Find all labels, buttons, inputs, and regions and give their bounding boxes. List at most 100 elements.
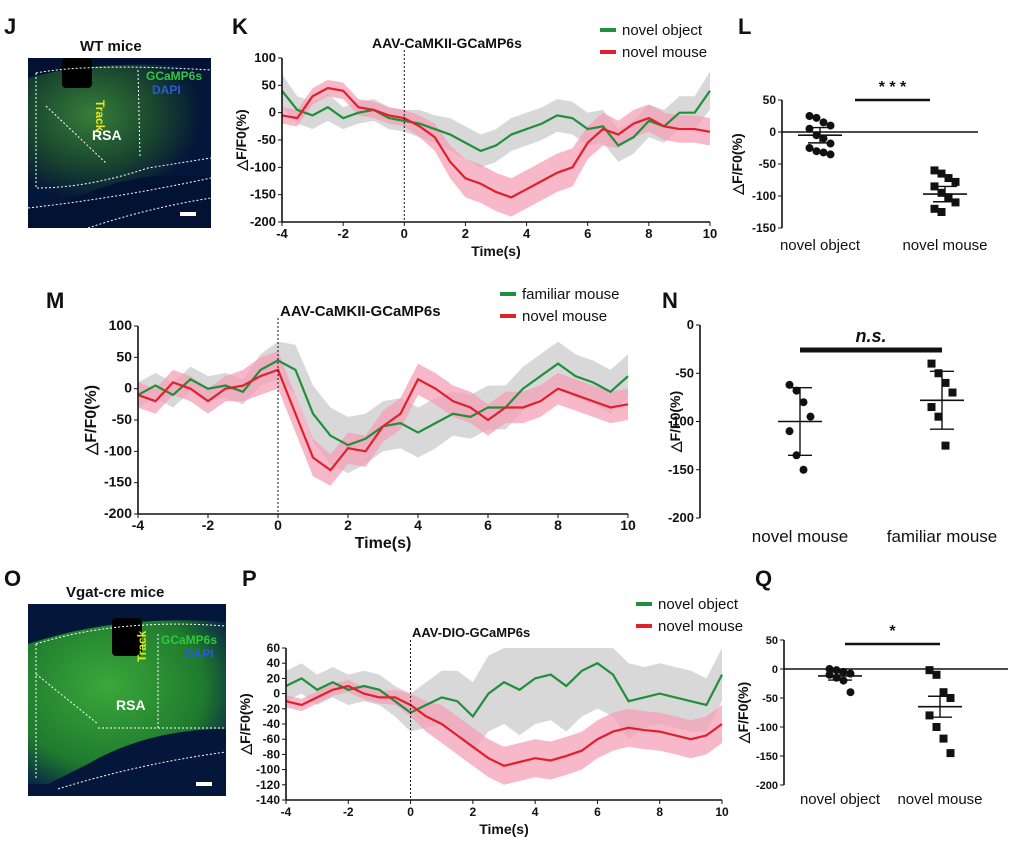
chart-m-x-tick-label: 6 xyxy=(484,517,492,533)
chart-q-category-label: novel mouse xyxy=(897,791,982,808)
chart-q-y-tick-label: -150 xyxy=(756,751,778,763)
chart-q-point xyxy=(939,688,948,697)
panel-letter-p: P xyxy=(242,566,257,591)
chart-k-y-tick-label: 50 xyxy=(262,77,276,92)
chart-n-point xyxy=(792,451,801,460)
chart-m-y-tick-label: 50 xyxy=(116,348,132,364)
micrograph-o-dapi: DAPI xyxy=(185,647,214,661)
chart-p-y-tick-label: -120 xyxy=(256,778,280,792)
chart-m-x-tick-label: 2 xyxy=(344,517,352,533)
chart-n-significance-label: n.s. xyxy=(855,326,886,346)
micrograph-o: Track GCaMP6s DAPI RSA xyxy=(28,604,226,796)
chart-k-x-tick-label: 2 xyxy=(462,226,469,241)
chart-q-point xyxy=(839,667,848,676)
chart-q-point xyxy=(846,688,855,697)
chart-k-y-tick-label: -100 xyxy=(250,159,276,174)
chart-k-line-novel-mouse xyxy=(281,86,711,199)
micrograph-j-region: RSA xyxy=(92,127,122,143)
chart-m-x-tick-label: 4 xyxy=(414,517,422,533)
chart-l-point xyxy=(944,193,953,202)
chart-m-y-tick-label: -150 xyxy=(104,474,132,490)
chart-k-x-tick-label: 10 xyxy=(703,226,717,241)
chart-p-y-tick-label: 40 xyxy=(267,656,281,670)
chart-k-y-tick-label: 0 xyxy=(269,105,276,120)
chart-l-point xyxy=(805,124,814,133)
chart-m-y-tick-label: -200 xyxy=(104,505,132,521)
chart-q-y-tick-label: -100 xyxy=(756,722,778,734)
micrograph-j-dapi: DAPI xyxy=(152,83,181,97)
chart-p-x-tick-label: 4 xyxy=(532,805,539,819)
chart-k-x-tick-label: 6 xyxy=(584,226,591,241)
chart-q-category-label: novel object xyxy=(800,791,881,808)
chart-p-y-tick-label: 0 xyxy=(273,687,280,701)
chart-k-y-tick-label: -200 xyxy=(250,214,276,229)
panel-letter-k: K xyxy=(232,14,248,39)
micrograph-o-region: RSA xyxy=(116,697,146,713)
chart-n-y-label: △F/F0(%) xyxy=(667,391,683,453)
chart-p-y-tick-label: 20 xyxy=(267,671,281,685)
chart-l-point xyxy=(805,144,814,152)
chart-m-line-novel-mouse xyxy=(137,368,629,472)
chart-n-y-tick-label: -200 xyxy=(668,510,694,525)
chart-l-point xyxy=(930,182,939,191)
chart-p-x-tick-label: 8 xyxy=(656,805,663,819)
chart-p-x-tick-label: 2 xyxy=(470,805,477,819)
chart-p-y-label: △F/F0(%) xyxy=(237,693,253,755)
chart-p-x-tick-label: 6 xyxy=(594,805,601,819)
chart-p-line-novel-object xyxy=(285,661,723,719)
chart-l-point xyxy=(819,148,828,157)
chart-q-point xyxy=(925,711,934,720)
chart-k-legend-label: novel object xyxy=(622,22,703,39)
chart-n-y-tick-label: -150 xyxy=(668,462,694,477)
chart-k-x-tick-label: -2 xyxy=(337,226,349,241)
chart-n-category-label: novel mouse xyxy=(752,527,848,546)
chart-k-y-tick-label: -150 xyxy=(250,187,276,202)
chart-l-point xyxy=(812,147,821,156)
chart-k-x-label: Time(s) xyxy=(471,243,521,259)
chart-m-y-tick-label: -100 xyxy=(104,442,132,458)
chart-n-category-label: familiar mouse xyxy=(887,527,998,546)
micrograph-j-track: Track xyxy=(93,100,107,132)
chart-k-x-tick-label: 0 xyxy=(401,226,408,241)
chart-q-point xyxy=(946,749,955,758)
chart-l-point xyxy=(819,134,828,143)
chart-l-category-label: novel object xyxy=(780,237,861,254)
chart-p-x-tick-label: 10 xyxy=(715,805,729,819)
chart-l-y-tick-label: 50 xyxy=(763,93,777,107)
panel-letter-q: Q xyxy=(755,566,773,591)
chart-k-legend-label: novel mouse xyxy=(622,44,707,61)
micrograph-j: Track GCaMP6s DAPI RSA xyxy=(28,58,211,228)
chart-k-annotation: AAV-CaMKII-GCaMP6s xyxy=(372,35,522,51)
panel-letter-n: N xyxy=(662,288,678,313)
chart-m-x-tick-label: 8 xyxy=(554,517,562,533)
panel-letter-l: L xyxy=(738,14,752,39)
chart-n-point xyxy=(792,386,801,395)
chart-q-point xyxy=(825,665,834,673)
chart-k-x-tick-label: -4 xyxy=(276,226,288,241)
chart-p-legend-label: novel object xyxy=(658,596,739,613)
chart-l-point xyxy=(812,113,821,122)
chart-n-point xyxy=(934,369,943,378)
chart-q-point xyxy=(832,673,841,682)
chart-m-x-label: Time(s) xyxy=(355,535,412,552)
chart-l-point xyxy=(951,198,960,207)
chart-m-x-tick-label: -2 xyxy=(202,517,215,533)
chart-q-y-label: △F/F0(%) xyxy=(735,682,751,744)
chart-n-y-tick-label: -100 xyxy=(668,414,694,429)
chart-k-y-tick-label: -50 xyxy=(257,132,276,147)
chart-p-x-label: Time(s) xyxy=(479,821,529,837)
chart-l-point xyxy=(937,208,946,216)
micrograph-j-gcamp: GCaMP6s xyxy=(146,69,202,83)
chart-n-point xyxy=(806,412,815,421)
chart-p-y-tick-label: -20 xyxy=(263,702,281,716)
chart-m-y-tick-label: -50 xyxy=(112,411,132,427)
chart-n-y-tick-label: 0 xyxy=(687,317,694,332)
chart-p-y-tick-label: -40 xyxy=(263,717,281,731)
chart-l-y-tick-label: -50 xyxy=(759,157,777,171)
chart-m-y-tick-label: 0 xyxy=(124,380,132,396)
chart-q-point xyxy=(946,694,955,702)
chart-q-y-tick-label: -200 xyxy=(756,780,778,792)
chart-l-point xyxy=(937,188,946,197)
chart-p-y-tick-label: -100 xyxy=(256,763,280,777)
